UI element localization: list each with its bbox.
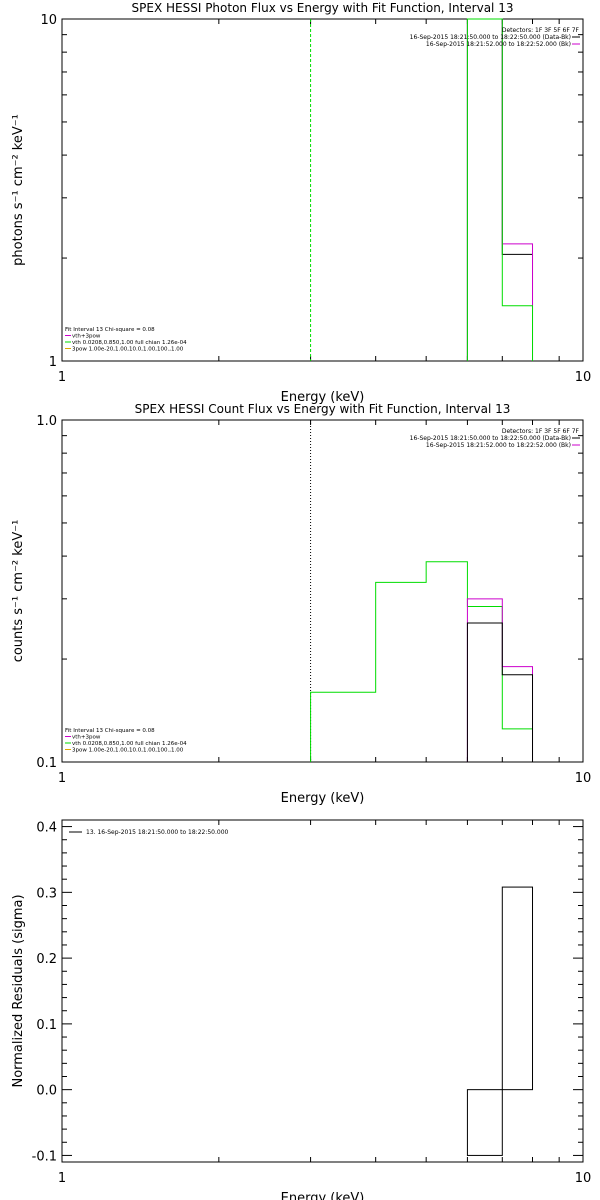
step-line bbox=[466, 18, 534, 361]
x-tick-label: 10 bbox=[575, 370, 592, 385]
step-line bbox=[466, 18, 534, 361]
y-axis-label: photons s⁻¹ cm⁻² keV⁻¹ bbox=[11, 114, 26, 266]
y-tick-label: 1.0 bbox=[36, 414, 57, 429]
x-axis-label: Energy (keV) bbox=[281, 1191, 365, 1200]
x-tick-label: 10 bbox=[575, 1171, 592, 1186]
axis-ticks bbox=[61, 19, 584, 361]
y-tick-label: -0.1 bbox=[32, 1149, 57, 1164]
chart-panel-1: 1 10 1 10 SPEX HESSI Photon Flux vs Energy w… bbox=[11, 1, 591, 405]
x-axis-label: Energy (keV) bbox=[281, 390, 365, 405]
x-tick-label: 1 bbox=[58, 1171, 66, 1186]
x-axis-label: Energy (keV) bbox=[281, 791, 365, 806]
x-tick-label: 10 bbox=[575, 771, 592, 786]
axis-ticks bbox=[61, 820, 584, 1162]
fit-info-line: vth 0.0208,0.850,1.00 full chian 1.26e-0… bbox=[72, 340, 187, 346]
legend-entry: 16-Sep-2015 18:21:50.000 to 18:22:50.000… bbox=[410, 435, 571, 442]
residual-bar bbox=[501, 886, 534, 1091]
series-0 bbox=[466, 18, 534, 361]
y-tick-label: 10 bbox=[40, 13, 57, 28]
x-tick-label: 1 bbox=[58, 771, 66, 786]
plot-frame bbox=[61, 18, 584, 362]
y-tick-label: 0.1 bbox=[36, 756, 57, 771]
legend-entry: Detectors: 1F 3F 5F 6F 7F bbox=[502, 27, 580, 34]
step-line bbox=[466, 18, 534, 361]
y-tick-label: 0.0 bbox=[36, 1084, 57, 1099]
y-tick-label: 0.1 bbox=[36, 1018, 57, 1033]
y-tick-label: 0.3 bbox=[36, 886, 57, 901]
legend-entry: 16-Sep-2015 18:21:52.000 to 18:22:52.000… bbox=[426, 442, 571, 449]
axis-ticks bbox=[61, 420, 584, 762]
plot-frame bbox=[61, 819, 584, 1163]
y-axis-label: Normalized Residuals (sigma) bbox=[11, 894, 26, 1087]
y-tick-label: 0.2 bbox=[36, 952, 57, 967]
x-tick-label: 1 bbox=[58, 370, 66, 385]
y-axis-label: counts s⁻¹ cm⁻² keV⁻¹ bbox=[11, 520, 26, 663]
legend-entry: 16-Sep-2015 18:21:52.000 to 18:22:52.000… bbox=[426, 41, 571, 48]
series-1 bbox=[466, 18, 534, 361]
step-line bbox=[466, 622, 534, 762]
chart-title: SPEX HESSI Count Flux vs Energy with Fit… bbox=[135, 402, 511, 416]
chart-panel-2: 1 10 0.1 1.0 SPEX HESSI Count Flux vs Energy… bbox=[11, 402, 591, 806]
series-2 bbox=[466, 18, 534, 361]
chart-panel-3: 1 10 -0.1 0.0 0.1 0.2 0.3 0.4 Energy (keV) Normal… bbox=[11, 819, 592, 1200]
fit-info-line: 3pow 1.00e-20,1.00,10.0,1.00,100.,1.00 bbox=[72, 748, 184, 754]
y-tick-label: 0.4 bbox=[36, 821, 57, 836]
legend-entry: 13. 16-Sep-2015 18:21:50.000 to 18:22:50… bbox=[86, 829, 229, 836]
plot-frame bbox=[61, 419, 584, 763]
legend-entry: 16-Sep-2015 18:21:50.000 to 18:22:50.000… bbox=[410, 34, 571, 41]
fit-info-line: Fit Interval 13 Chi-square = 0.08 bbox=[65, 327, 155, 333]
fit-info: Fit Interval 13 Chi-square = 0.08vth+3po… bbox=[65, 728, 187, 754]
fit-info-line: vth 0.0208,0.850,1.00 full chian 1.26e-0… bbox=[72, 741, 187, 747]
y-tick-label: 1 bbox=[49, 355, 57, 370]
legend-entry: Detectors: 1F 3F 5F 6F 7F bbox=[502, 428, 580, 435]
fit-info-line: Fit Interval 13 Chi-square = 0.08 bbox=[65, 728, 155, 734]
fit-info-line: 3pow 1.00e-20,1.00,10.0,1.00,100.,1.00 bbox=[72, 347, 184, 353]
chart-title: SPEX HESSI Photon Flux vs Energy with Fi… bbox=[132, 1, 514, 15]
residual-bar bbox=[466, 1089, 503, 1156]
fit-info-line: vth+3pow bbox=[72, 735, 101, 741]
fit-info: Fit Interval 13 Chi-square = 0.08vth+3po… bbox=[65, 327, 187, 353]
fit-info-line: vth+3pow bbox=[72, 334, 101, 340]
series-0 bbox=[466, 886, 534, 1156]
step-line bbox=[310, 561, 534, 762]
series-2 bbox=[466, 622, 534, 762]
chart-legend: 13. 16-Sep-2015 18:21:50.000 to 18:22:50… bbox=[69, 829, 229, 836]
series-0 bbox=[310, 561, 534, 762]
